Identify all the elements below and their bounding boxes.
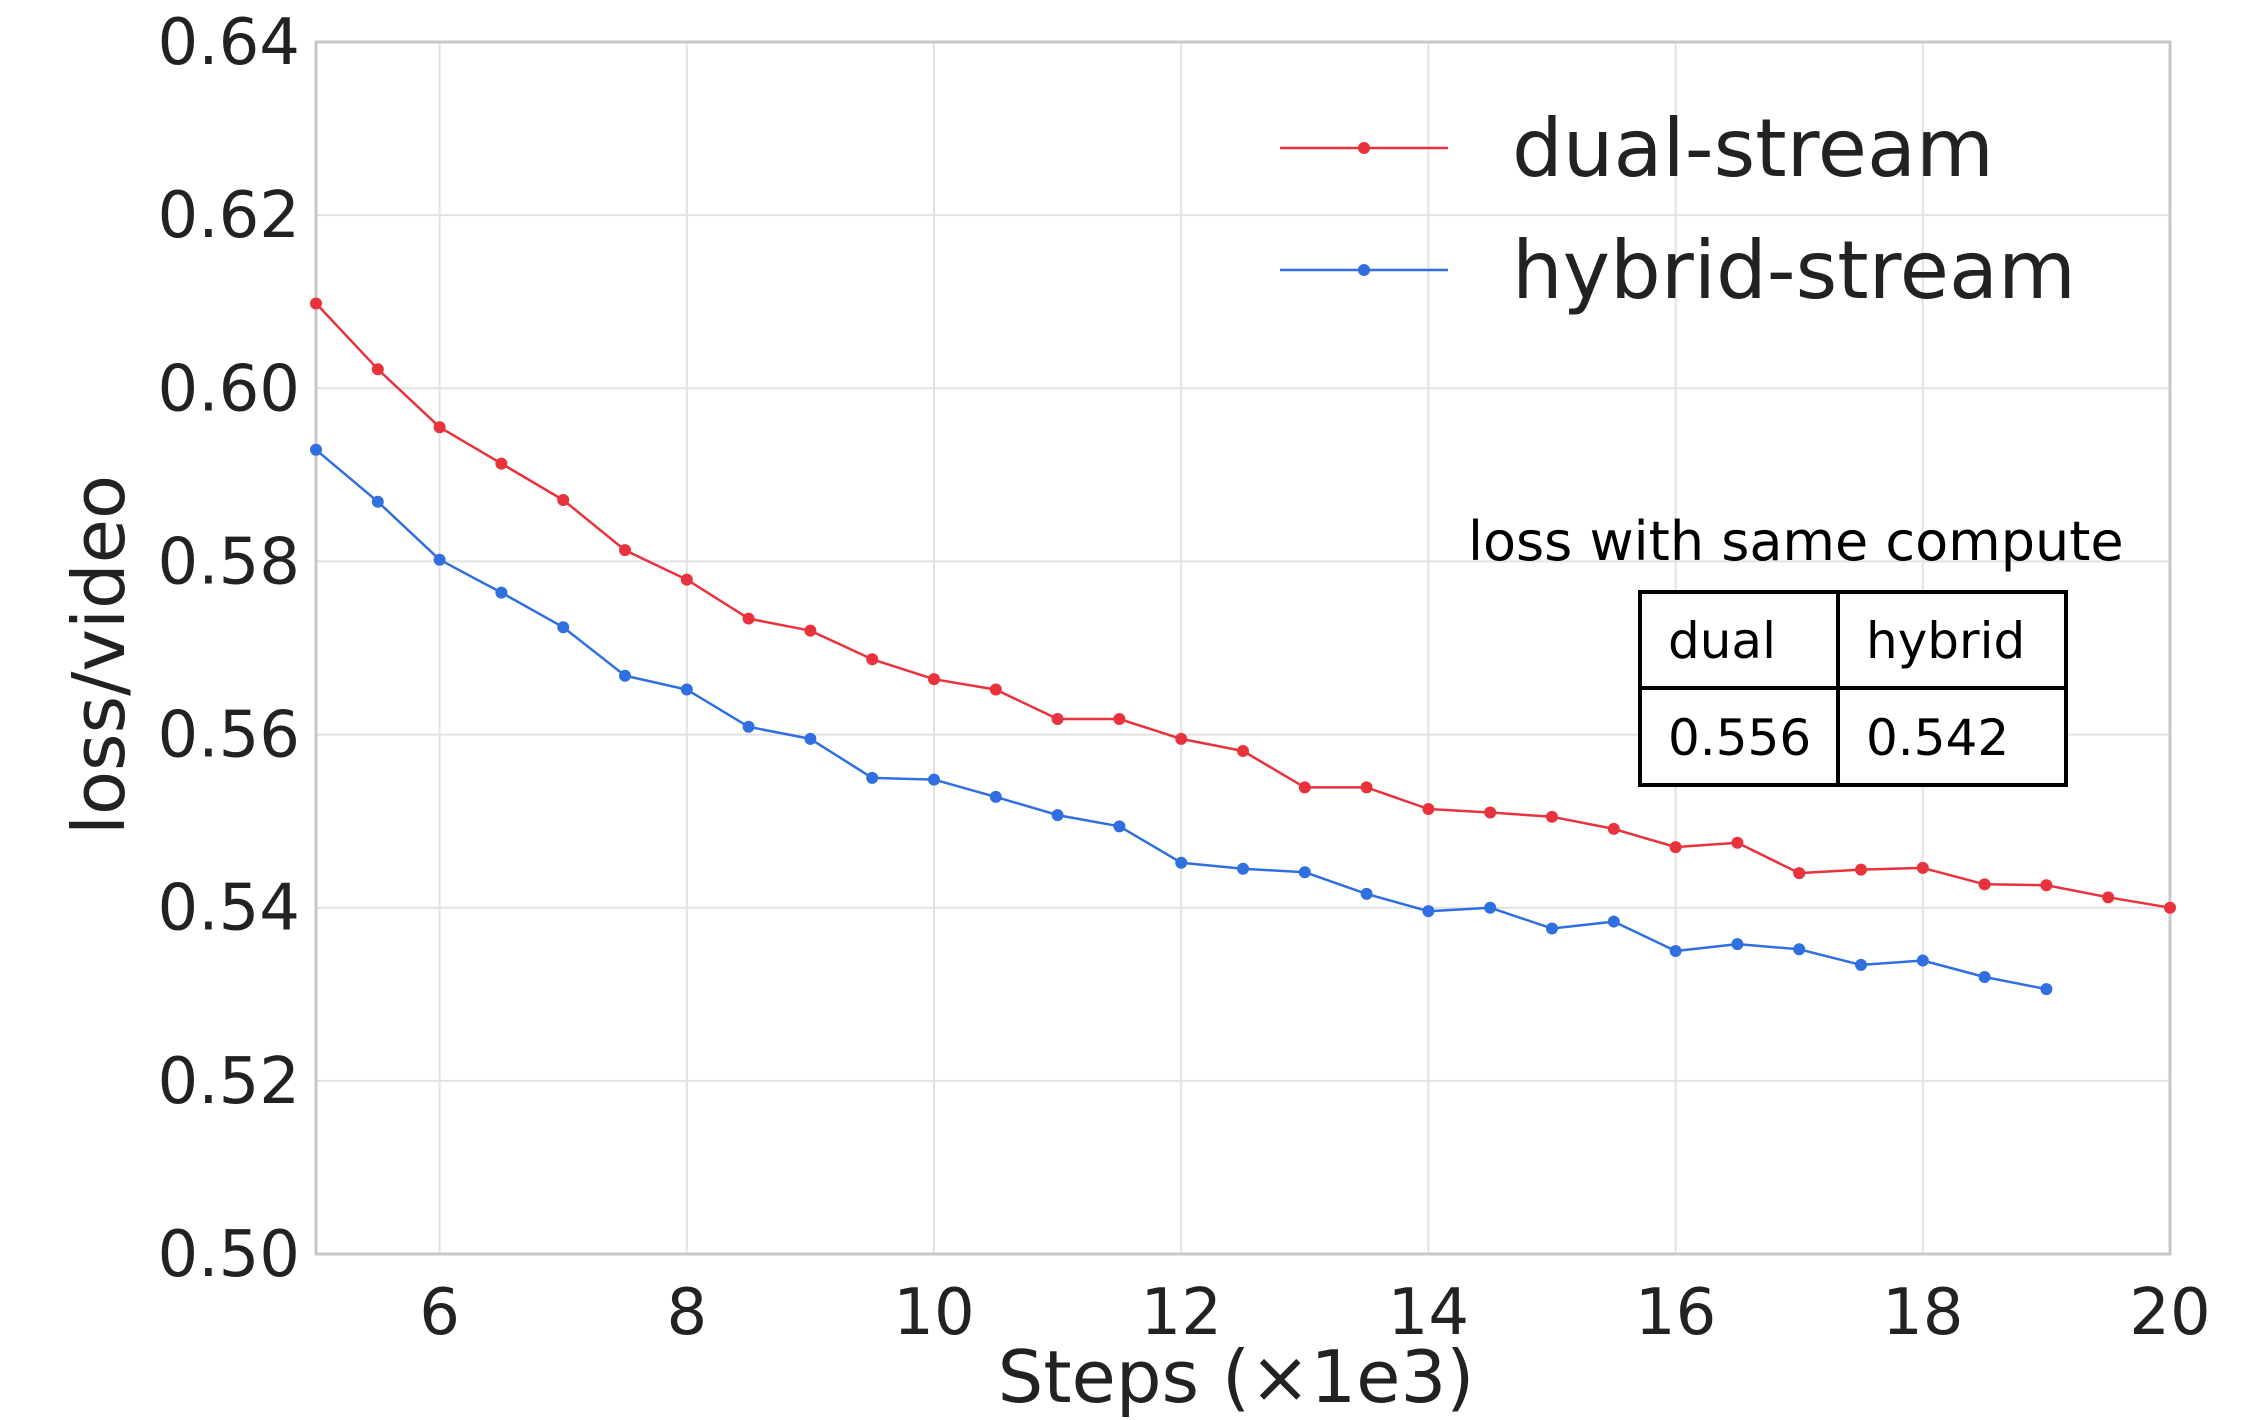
data-point-hybrid-stream xyxy=(1051,809,1064,822)
data-point-hybrid-stream xyxy=(1298,866,1311,879)
data-point-dual-stream xyxy=(866,653,879,666)
data-point-hybrid-stream xyxy=(433,553,446,566)
data-point-hybrid-stream xyxy=(371,495,384,508)
data-point-hybrid-stream xyxy=(1175,856,1188,869)
data-point-dual-stream xyxy=(1237,745,1249,758)
series-hybrid-stream xyxy=(310,443,2053,996)
data-point-hybrid-stream xyxy=(742,720,755,733)
data-point-dual-stream xyxy=(310,297,322,310)
data-point-dual-stream xyxy=(1360,781,1373,794)
data-point-dual-stream xyxy=(1113,712,1126,725)
data-point-hybrid-stream xyxy=(1793,943,1806,956)
data-point-dual-stream xyxy=(1855,863,1867,876)
legend-marker-hybrid-stream xyxy=(1358,264,1370,276)
data-point-hybrid-stream xyxy=(1669,945,1682,957)
inset-header-hybrid: hybrid xyxy=(1866,612,2025,670)
data-point-dual-stream xyxy=(1793,867,1806,880)
y-tick-label: 0.56 xyxy=(158,699,301,773)
x-tick-label: 18 xyxy=(1882,1276,1963,1350)
x-tick-label: 12 xyxy=(1140,1276,1221,1350)
data-point-hybrid-stream xyxy=(1484,901,1497,914)
data-point-dual-stream xyxy=(1978,878,1991,891)
series-layer xyxy=(310,297,2176,996)
data-point-dual-stream xyxy=(1422,803,1435,816)
x-tick-label: 14 xyxy=(1388,1276,1469,1350)
data-point-dual-stream xyxy=(989,683,1002,696)
data-point-hybrid-stream xyxy=(928,773,940,786)
y-tick-label: 0.52 xyxy=(158,1045,301,1119)
data-point-dual-stream xyxy=(2102,891,2115,904)
data-point-hybrid-stream xyxy=(495,586,508,599)
data-point-hybrid-stream xyxy=(1546,922,1558,935)
inset-value-dual: 0.556 xyxy=(1668,709,1811,767)
x-tick-label: 20 xyxy=(2129,1276,2210,1350)
data-point-hybrid-stream xyxy=(2040,983,2053,996)
inset-title: loss with same compute xyxy=(1468,510,2124,573)
y-tick-label: 0.62 xyxy=(158,179,301,253)
data-point-hybrid-stream xyxy=(1113,820,1126,833)
data-point-hybrid-stream xyxy=(1731,938,1744,951)
data-point-dual-stream xyxy=(2164,901,2176,914)
data-point-hybrid-stream xyxy=(989,790,1002,803)
inset-value-hybrid: 0.542 xyxy=(1866,709,2009,767)
data-point-dual-stream xyxy=(928,673,940,686)
x-tick-label: 16 xyxy=(1635,1276,1716,1350)
data-point-hybrid-stream xyxy=(866,771,879,784)
data-point-dual-stream xyxy=(1484,806,1497,819)
data-point-dual-stream xyxy=(1298,781,1311,794)
data-point-dual-stream xyxy=(1669,841,1682,854)
legend-label-hybrid-stream: hybrid-stream xyxy=(1512,224,2076,317)
data-point-dual-stream xyxy=(495,457,508,470)
legend-marker-dual-stream xyxy=(1358,142,1370,154)
y-tick-label: 0.54 xyxy=(158,872,301,946)
x-axis-title: Steps (×1e3) xyxy=(998,1335,1475,1419)
y-tick-label: 0.64 xyxy=(158,6,301,80)
data-point-hybrid-stream xyxy=(680,683,693,696)
data-point-dual-stream xyxy=(1607,822,1620,835)
data-point-hybrid-stream xyxy=(804,732,817,745)
data-point-dual-stream xyxy=(619,544,631,557)
data-point-dual-stream xyxy=(1051,712,1064,725)
inset-table: loss with same compute dual hybrid 0.556… xyxy=(1468,510,2124,787)
data-point-hybrid-stream xyxy=(1422,905,1435,918)
y-tick-labels: 0.50 0.52 0.54 0.56 0.58 0.60 0.62 0.64 xyxy=(158,6,301,1292)
x-tick-labels: 6 8 10 12 14 16 18 20 xyxy=(419,1276,2210,1350)
data-point-dual-stream xyxy=(1731,836,1744,849)
data-point-hybrid-stream xyxy=(1237,862,1249,875)
data-point-dual-stream xyxy=(371,363,384,376)
data-point-dual-stream xyxy=(2040,879,2053,892)
x-tick-label: 8 xyxy=(666,1276,707,1350)
legend: dual-stream hybrid-stream xyxy=(1280,102,2076,317)
data-point-hybrid-stream xyxy=(1360,887,1373,900)
data-point-dual-stream xyxy=(1546,810,1558,823)
x-tick-label: 6 xyxy=(419,1276,460,1350)
data-point-hybrid-stream xyxy=(1978,970,1991,983)
data-point-hybrid-stream xyxy=(1855,958,1867,971)
y-tick-label: 0.50 xyxy=(158,1218,301,1292)
data-point-hybrid-stream xyxy=(310,443,322,456)
data-point-dual-stream xyxy=(1175,732,1188,745)
data-point-hybrid-stream xyxy=(1916,954,1929,967)
data-point-dual-stream xyxy=(557,493,570,506)
data-point-hybrid-stream xyxy=(619,669,631,682)
series-dual-stream xyxy=(310,297,2176,914)
y-tick-label: 0.58 xyxy=(158,525,301,599)
x-tick-label: 10 xyxy=(893,1276,974,1350)
data-point-hybrid-stream xyxy=(557,621,570,634)
y-axis-title: loss/video xyxy=(57,475,141,835)
data-point-dual-stream xyxy=(742,612,755,625)
data-point-dual-stream xyxy=(804,624,817,637)
data-point-dual-stream xyxy=(680,573,693,586)
plot-frame xyxy=(314,40,2172,1256)
y-tick-label: 0.60 xyxy=(158,352,301,426)
data-point-hybrid-stream xyxy=(1607,915,1620,928)
legend-label-dual-stream: dual-stream xyxy=(1512,102,1994,195)
data-point-dual-stream xyxy=(1916,861,1929,874)
data-point-dual-stream xyxy=(433,421,446,434)
inset-header-dual: dual xyxy=(1668,612,1776,670)
